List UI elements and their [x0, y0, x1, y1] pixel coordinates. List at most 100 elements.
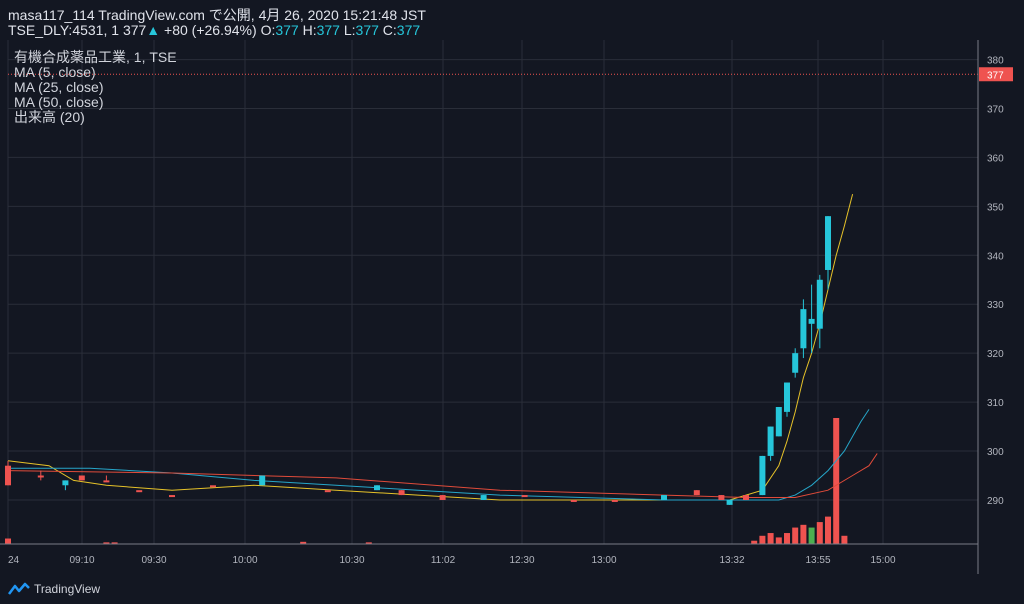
x-tick-label: 13:55: [805, 555, 830, 566]
candle-body: [825, 216, 831, 270]
x-tick-label: 15:00: [870, 555, 895, 566]
y-tick-label: 290: [987, 496, 1004, 507]
candle: [169, 495, 175, 498]
candle-body: [611, 499, 618, 502]
candle: [743, 495, 749, 500]
close-label: C:: [382, 22, 397, 38]
candle: [78, 475, 85, 481]
legend-ma50[interactable]: MA (50, close): [14, 94, 104, 110]
indicator-legend: 有機合成薬品工業, 1, TSE MA (5, close) MA (25, c…: [14, 50, 177, 125]
volume-bar: [751, 540, 758, 544]
low-value: 377: [355, 22, 379, 38]
volume-bar: [759, 535, 766, 544]
tradingview-brand[interactable]: TradingView: [8, 580, 100, 598]
candle: [825, 216, 831, 290]
volume-bar: [767, 533, 774, 544]
candle: [37, 470, 44, 481]
last-price: 377: [122, 22, 147, 38]
volume-bar: [300, 541, 307, 544]
candle: [775, 406, 782, 437]
volume-bar: [816, 522, 823, 544]
x-tick-label: 09:30: [141, 555, 166, 566]
volume-bar: [103, 542, 110, 544]
symbol-quote-line: TSE_DLY:4531, 1 377▲ +80 (+26.94%) O:377…: [8, 22, 420, 38]
legend-ma5[interactable]: MA (5, close): [14, 64, 96, 80]
x-tick-label: 13:00: [591, 555, 616, 566]
candle: [800, 299, 807, 359]
legend-ma25[interactable]: MA (25, close): [14, 79, 104, 95]
close-value: 377: [396, 22, 421, 38]
candle-body: [816, 279, 823, 329]
volume-bar: [833, 418, 840, 544]
volume-bar: [784, 533, 790, 544]
y-tick-label: 330: [987, 300, 1004, 311]
candle-body: [5, 465, 11, 486]
candle: [103, 475, 110, 483]
volume-bar: [111, 542, 118, 544]
candle-body: [37, 475, 44, 478]
candle: [816, 274, 823, 349]
candle: [62, 480, 69, 491]
candle-body: [718, 495, 725, 500]
y-tick-label: 380: [987, 56, 1004, 67]
price-tag-label: 377: [987, 70, 1004, 81]
candle-body: [570, 499, 577, 502]
candle-body: [259, 475, 266, 486]
y-tick-label: 370: [987, 105, 1004, 116]
open-label: O:: [260, 22, 276, 38]
candle: [374, 485, 380, 491]
x-tick-label: 09:10: [69, 555, 94, 566]
volume-bar: [808, 527, 815, 544]
candle-body: [169, 495, 175, 498]
candle-body: [693, 490, 700, 496]
candle-body: [784, 382, 790, 412]
x-tick-label: 13:32: [719, 555, 744, 566]
candle: [259, 475, 266, 486]
candle-body: [800, 309, 807, 349]
x-tick-label: 11:02: [431, 555, 456, 566]
candle-body: [103, 480, 110, 483]
candle: [521, 495, 528, 498]
candle: [792, 348, 799, 378]
symbol-label: TSE_DLY:4531, 1: [8, 22, 120, 38]
candle-body: [808, 318, 815, 324]
x-tick-label: 12:30: [509, 555, 534, 566]
y-tick-label: 340: [987, 251, 1004, 262]
candle-body: [398, 490, 405, 496]
candle: [439, 495, 446, 500]
candle-body: [480, 495, 487, 500]
candle: [784, 382, 790, 417]
candle-body: [661, 495, 667, 500]
ma-line: [8, 409, 870, 501]
candle-body: [439, 495, 446, 500]
candles: [5, 216, 831, 505]
candle: [693, 490, 700, 496]
candle: [324, 490, 331, 493]
x-tick-label: 10:30: [339, 555, 364, 566]
high-label: H:: [302, 22, 317, 38]
brand-label: TradingView: [34, 582, 101, 596]
candle: [210, 485, 216, 488]
ma-line: [7, 453, 878, 498]
volume-bar: [825, 516, 831, 544]
candle: [759, 455, 766, 496]
volume-bars: [5, 418, 848, 544]
x-tick-label: 10:00: [232, 555, 257, 566]
price-tag: [979, 67, 1013, 82]
candle-body: [792, 353, 799, 373]
candle-body: [136, 490, 143, 493]
legend-series-title[interactable]: 有機合成薬品工業, 1, TSE: [14, 49, 177, 65]
up-arrow-icon: ▲: [146, 22, 161, 38]
publish-info: masa117_114 TradingView.com で公開, 4月 26, …: [8, 7, 426, 23]
volume-bar: [5, 538, 11, 544]
candle: [136, 490, 143, 493]
candle-body: [743, 495, 749, 500]
current-price-line: 377: [8, 67, 1013, 82]
candle-body: [759, 455, 766, 496]
open-value: 377: [275, 22, 299, 38]
candle-body: [324, 490, 331, 493]
legend-volume[interactable]: 出来高 (20): [14, 109, 85, 125]
candle: [398, 490, 405, 496]
